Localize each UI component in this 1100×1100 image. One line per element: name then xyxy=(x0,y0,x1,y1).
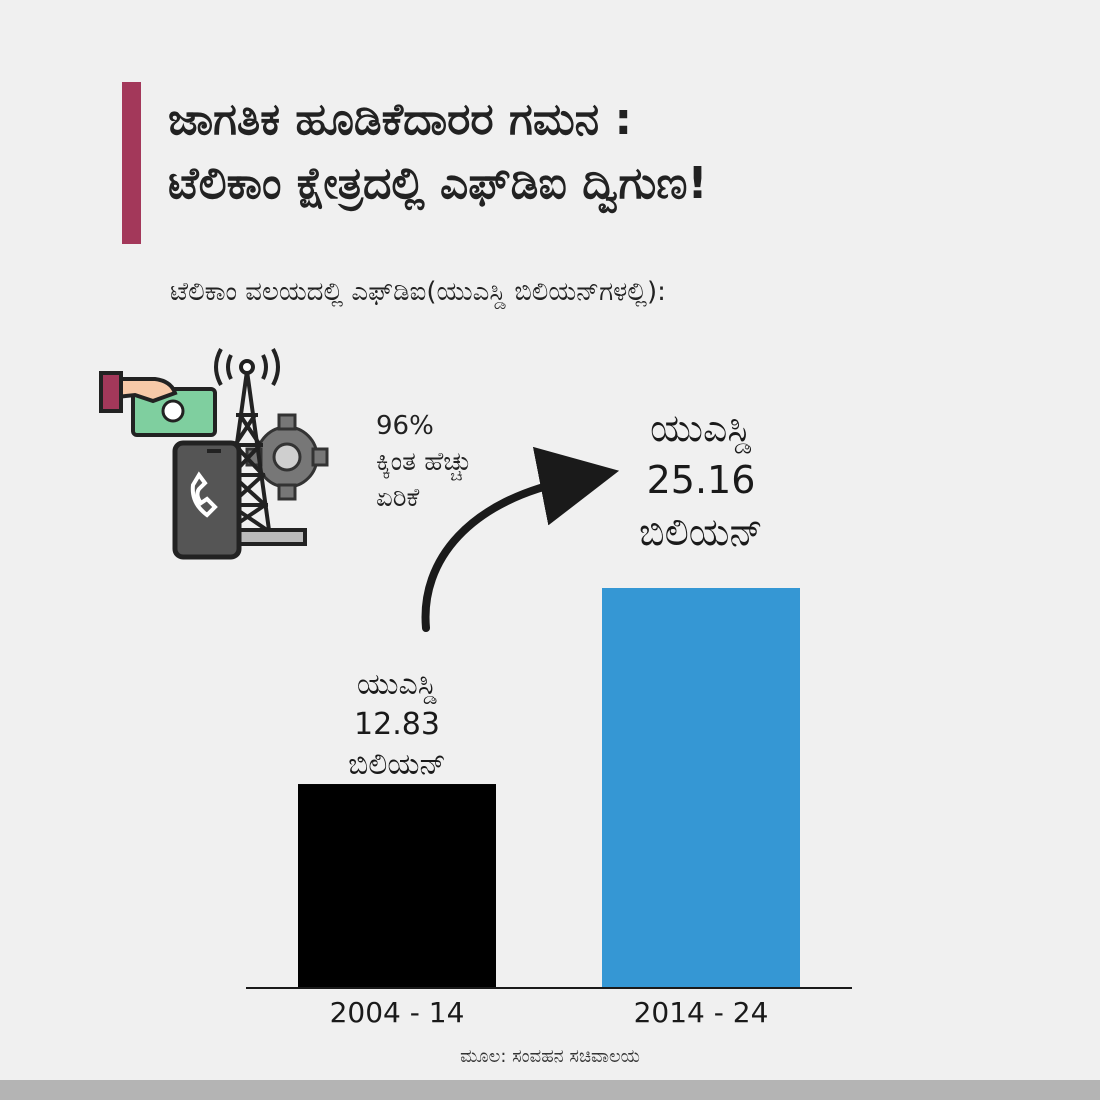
telecom-illustration xyxy=(99,348,329,560)
title-line-2: ಟೆಲಿಕಾಂ ಕ್ಷೇತ್ರದಲ್ಲಿ ಎಫ್‌ಡಿಐ ದ್ವಿಗುಣ! xyxy=(168,158,708,209)
bar-2-label-value: 25.16 xyxy=(646,458,756,502)
page-title: ಜಾಗತಿಕ ಹೂಡಿಕೆದಾರರ ಗಮನ : ಟೆಲಿಕಾಂ ಕ್ಷೇತ್ರದ… xyxy=(168,88,1068,216)
growth-note-line-3: ಏರಿಕೆ xyxy=(376,483,420,513)
chart-subtitle: ಟೆಲಿಕಾಂ ವಲಯದಲ್ಲಿ ಎಫ್‌ಡಿಐ(ಯುಎಸ್ಡಿ ಬಿಲಿಯನ್… xyxy=(170,277,666,307)
x-tick-label-1: 2004 - 14 xyxy=(329,996,465,1029)
bar-data-label-1: ಯುಎಸ್ಡಿ 12.83 ಬಿಲಿಯನ್ xyxy=(298,665,496,785)
source-note: ಮೂಲ: ಸಂವಹನ ಸಚಿವಾಲಯ xyxy=(460,1046,640,1067)
bar-data-label-2: ಯುಎಸ್ಡಿ 25.16 ಬಿಲಿಯನ್ xyxy=(600,402,802,558)
growth-note: 96% ಕ್ಕಿಂತ ಹೆಚ್ಚು ಏರಿಕೆ xyxy=(376,408,472,516)
bottom-strip xyxy=(0,1080,1100,1100)
smartphone-call-icon xyxy=(172,440,242,560)
bar-2-label-currency: ಯುಎಸ್ಡಿ xyxy=(650,406,752,450)
bar-1-label-currency: ಯುಎಸ್ಡಿ xyxy=(356,667,438,702)
growth-arrow-icon xyxy=(421,446,620,632)
title-accent-bar xyxy=(122,82,141,244)
bar-1-label-unit: ಬಿಲಿಯನ್ xyxy=(348,747,446,782)
bar-2-label-unit: ಬಿಲಿಯನ್ xyxy=(639,510,763,554)
bar-2 xyxy=(602,588,800,988)
x-tick-label-2: 2014 - 24 xyxy=(633,996,769,1029)
hand-money-icon xyxy=(99,371,217,437)
growth-percent: 96% xyxy=(376,411,434,441)
bar-1 xyxy=(298,784,496,988)
growth-note-line-2: ಕ್ಕಿಂತ ಹೆಚ್ಚು xyxy=(376,447,472,477)
title-line-1: ಜಾಗತಿಕ ಹೂಡಿಕೆದಾರರ ಗಮನ : xyxy=(168,94,633,145)
bar-1-label-value: 12.83 xyxy=(354,707,440,742)
